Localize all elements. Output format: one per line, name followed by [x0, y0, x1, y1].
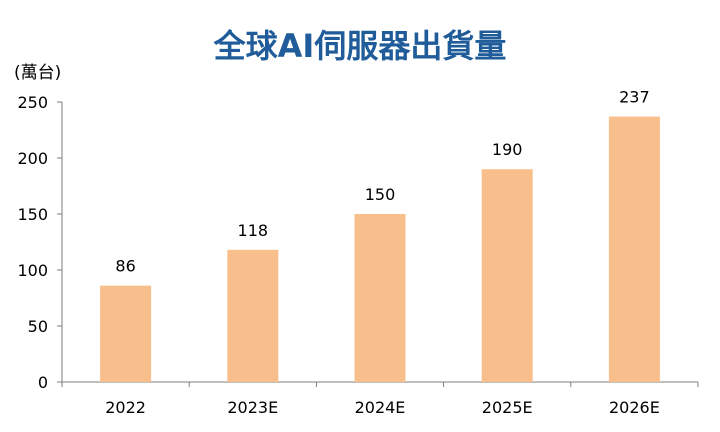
x-tick-label: 2022 — [105, 398, 146, 417]
data-label: 118 — [238, 221, 269, 240]
x-tick-label: 2024E — [355, 398, 406, 417]
chart-title: 全球AI伺服器出貨量 — [213, 27, 507, 65]
data-label: 150 — [365, 185, 396, 204]
bar-2022 — [100, 285, 152, 382]
x-tick-label: 2026E — [609, 398, 660, 417]
data-label: 190 — [492, 140, 523, 159]
bar-2025e — [481, 169, 533, 382]
bar-2026e — [608, 116, 660, 382]
y-tick-label: 250 — [17, 93, 48, 112]
y-axis-unit-label: (萬台) — [14, 63, 61, 83]
bar-2024e — [354, 214, 406, 382]
data-label: 86 — [115, 257, 135, 276]
plot-area: 0 50 100 150 200 250 86 2022 118 2023E 150 2024E 190… — [17, 88, 699, 417]
y-tick-label: 150 — [17, 205, 48, 224]
y-tick-label: 200 — [17, 149, 48, 168]
y-tick-label: 50 — [28, 317, 48, 336]
bar-2023e — [227, 249, 279, 382]
x-tick-label: 2023E — [227, 398, 278, 417]
data-label: 237 — [619, 88, 650, 107]
y-tick-label: 0 — [38, 373, 48, 392]
x-tick-label: 2025E — [482, 398, 533, 417]
y-tick-label: 100 — [17, 261, 48, 280]
